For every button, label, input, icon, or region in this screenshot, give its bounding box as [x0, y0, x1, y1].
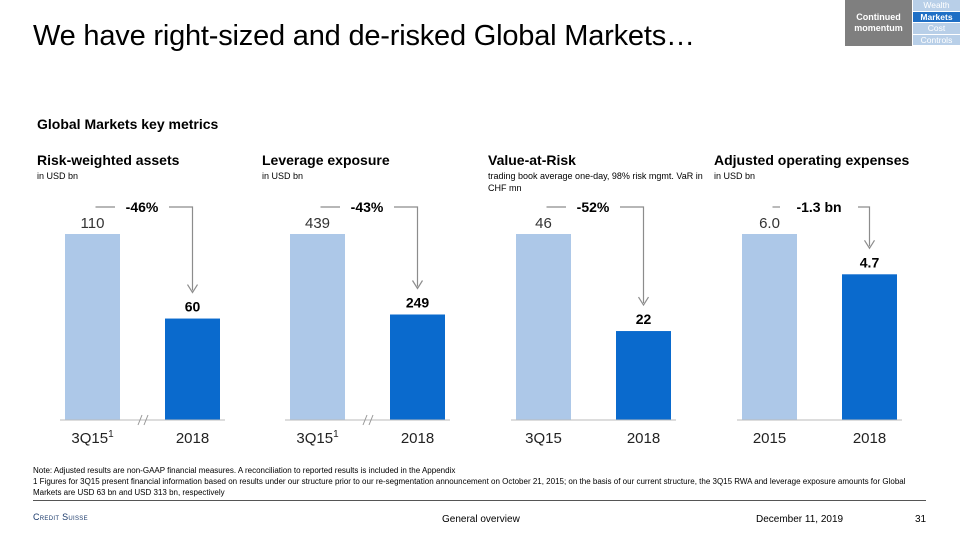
change-arrow [620, 206, 645, 304]
axis-break-mark [137, 414, 143, 426]
category-text: 3Q15 [71, 430, 108, 447]
category-label: 2018 [401, 430, 434, 447]
arrowhead-icon [186, 284, 199, 294]
credit-suisse-logo: Credit Suisse [33, 512, 88, 522]
nav-section-label: Continued momentum [845, 0, 912, 46]
axis-break-mark [368, 414, 374, 426]
category-text: 2018 [853, 430, 886, 447]
category-text: 2018 [627, 430, 660, 447]
category-label: 2018 [853, 430, 886, 447]
bar-2018 [616, 331, 671, 420]
category-text: 3Q15 [296, 430, 333, 447]
chart-unit: in USD bn [262, 171, 304, 181]
chart-title: Adjusted operating expenses [714, 152, 910, 168]
page-number: 31 [915, 514, 927, 525]
value-label: 46 [535, 215, 552, 232]
note-text: Note: Adjusted results are non-GAAP fina… [33, 466, 456, 475]
axis-break-mark [143, 414, 149, 426]
value-label: 110 [81, 215, 105, 232]
bar-2015 [742, 234, 797, 420]
arrowhead-icon [637, 296, 650, 307]
chart-header-leverage: Leverage exposure in USD bn [262, 152, 482, 182]
axis-break-mark [362, 414, 368, 426]
chart-unit: in USD bn [714, 171, 756, 181]
bar-3Q15 [516, 234, 571, 420]
category-label: 2018 [627, 430, 660, 447]
bar-3Q15 [65, 234, 120, 420]
category-label: 2015 [753, 430, 786, 447]
chart-title: Risk-weighted assets [37, 152, 180, 168]
bar-2018 [390, 314, 445, 420]
value-label: 22 [636, 311, 652, 327]
arrowhead-icon [411, 280, 424, 290]
value-label: 439 [305, 215, 330, 232]
chart-unit: trading book average one-day, 98% risk m… [488, 171, 703, 193]
category-label: 2018 [176, 430, 209, 447]
value-label: 6.0 [759, 215, 780, 232]
value-label: 249 [406, 295, 430, 311]
bar-2018 [842, 274, 897, 420]
chart-title: Value-at-Risk [488, 152, 576, 168]
footnotes: Note: Adjusted results are non-GAAP fina… [33, 465, 913, 498]
footnote-1: 1 Figures for 3Q15 present financial inf… [33, 477, 906, 497]
chart-title: Leverage exposure [262, 152, 390, 168]
chart-unit: in USD bn [37, 171, 79, 181]
change-label: -43% [351, 199, 384, 215]
value-label: 60 [185, 299, 201, 315]
arrowhead-icon [863, 239, 876, 250]
chart-header-var: Value-at-Risk trading book average one-da… [488, 152, 703, 194]
nav-item-controls[interactable]: Controls [913, 34, 960, 45]
nav-item-cost[interactable]: Cost [913, 23, 960, 34]
footnote-ref: 1 [108, 429, 114, 440]
change-arrow [858, 206, 871, 247]
change-arrow [169, 206, 194, 291]
footnote-ref: 1 [333, 429, 339, 440]
footer-section: General overview [442, 514, 520, 525]
footer-divider [33, 500, 926, 501]
section-nav: Continued momentum Wealth Markets Cost C… [845, 0, 960, 46]
bar-3Q15 [290, 234, 345, 420]
value-label: 4.7 [860, 254, 880, 270]
change-label: -1.3 bn [796, 199, 841, 215]
change-label: -52% [577, 199, 610, 215]
nav-item-markets[interactable]: Markets [913, 11, 960, 22]
category-label: 3Q15 [525, 430, 562, 447]
bar-2018 [165, 318, 220, 420]
category-text: 2018 [401, 430, 434, 447]
category-label: 3Q151 [296, 429, 339, 447]
category-text: 3Q15 [525, 430, 562, 447]
change-arrow [394, 206, 419, 287]
category-text: 2018 [176, 430, 209, 447]
slide-title: We have right-sized and de-risked Global… [33, 20, 695, 52]
chart-header-opex: Adjusted operating expenses in USD bn [714, 152, 934, 182]
footer-date: December 11, 2019 [756, 514, 844, 525]
category-label: 3Q151 [71, 429, 114, 447]
category-text: 2015 [753, 430, 786, 447]
change-label: -46% [126, 199, 159, 215]
chart-header-rwa: Risk-weighted assets in USD bn [37, 152, 257, 182]
nav-item-wealth[interactable]: Wealth [913, 0, 960, 11]
section-subtitle: Global Markets key metrics [37, 116, 219, 132]
